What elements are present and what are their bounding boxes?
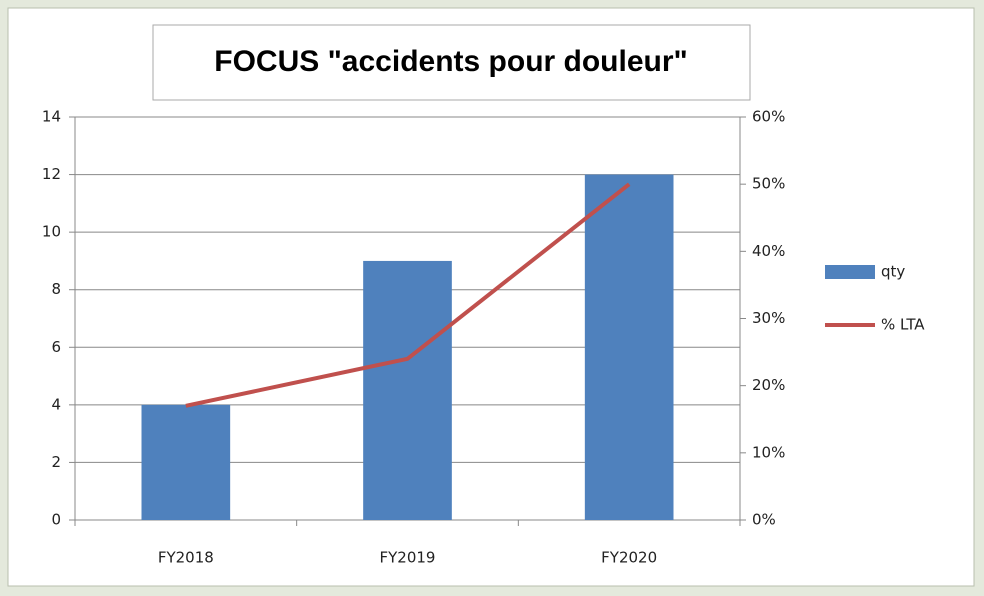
y-tick-label: 14 (42, 108, 61, 126)
y-tick-label: 12 (42, 165, 61, 183)
y2-tick-label: 60% (752, 108, 785, 126)
x-tick-label: FY2020 (601, 549, 657, 567)
line (185, 182, 631, 408)
legend-label: % LTA (881, 316, 925, 334)
y-tick-label: 6 (51, 338, 61, 356)
y2-tick-label: 10% (752, 443, 785, 461)
title-box (152, 24, 751, 101)
bar (141, 404, 231, 520)
y2-tick-label: 30% (752, 309, 785, 327)
y-tick-label: 8 (51, 280, 61, 298)
y2-tick-label: 0% (752, 511, 776, 529)
y2-tick-label: 40% (752, 242, 785, 260)
legend-label: qty (881, 263, 905, 281)
bar (584, 174, 674, 521)
y-tick-label: 0 (51, 511, 61, 529)
x-tick-label: FY2019 (380, 549, 436, 567)
legend-swatch (825, 265, 875, 279)
y2-tick-label: 20% (752, 376, 785, 394)
y-tick-label: 2 (51, 453, 61, 471)
y-tick-label: 4 (51, 395, 61, 413)
y2-tick-label: 50% (752, 175, 785, 193)
y-tick-label: 10 (42, 223, 61, 241)
chart-title: FOCUS "accidents pour douleur" (214, 45, 688, 78)
x-tick-label: FY2018 (158, 549, 214, 567)
bar (363, 260, 452, 520)
